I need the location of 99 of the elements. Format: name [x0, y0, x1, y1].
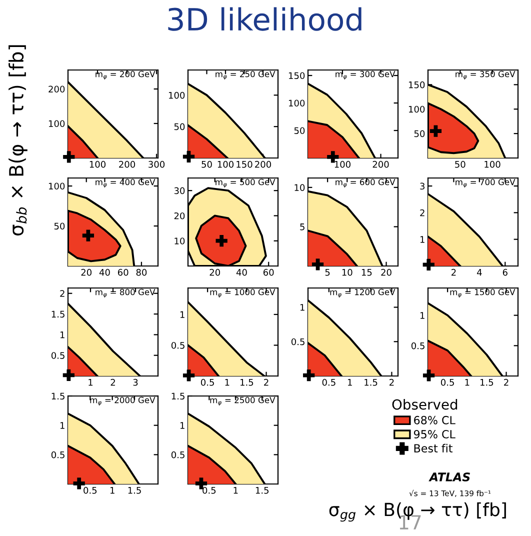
x-tick-label: 40	[236, 268, 247, 276]
legend-label: Best fit	[414, 444, 452, 453]
x-tick-label: 100	[484, 160, 500, 168]
x-tick-label: 1	[465, 379, 470, 386]
y-tick-label: 10	[294, 184, 305, 191]
x-tick-label: 1.5	[364, 379, 378, 386]
y-tick-label: 10	[174, 238, 185, 244]
y-tick-label: 0.5	[411, 342, 424, 350]
y-tick-label: 200	[48, 86, 65, 93]
x-tick-label: 4	[477, 269, 482, 276]
x-tick-label: 15	[362, 269, 372, 276]
legend-label: 95% CL	[414, 430, 456, 438]
y-tick-label: 1	[60, 332, 64, 338]
x-tick-label: 1.5	[240, 379, 254, 386]
x-tick-label: 80	[136, 268, 147, 276]
x-tick-label: 200	[255, 160, 272, 168]
chart-title: m$_{φ}$ = 350 GeV	[456, 70, 516, 80]
y-tick-label: 0.5	[51, 352, 64, 359]
y-tick-label: 100	[48, 120, 65, 128]
x-tick-label: 50	[202, 160, 212, 168]
x-tick-label: 20	[381, 268, 392, 276]
x-tick-label: 1	[88, 379, 93, 386]
y-tick-label: 50	[294, 127, 305, 134]
y-tick-label: 2	[420, 209, 424, 216]
x-tick-label: 3	[133, 378, 138, 386]
y-tick-label: 5	[300, 224, 304, 230]
x-tick-label: 1.5	[480, 379, 494, 386]
y-tick-label: 150	[288, 72, 305, 80]
y-tick-label: 1.5	[52, 392, 64, 400]
x-tick-label: 0.5	[84, 486, 97, 494]
x-tick-label: 200	[372, 160, 389, 168]
y-axis-title: σ$_{bb}$ × B(φ → ττ) [fb]	[8, 45, 28, 236]
x-tick-label: 100	[90, 160, 106, 168]
x-tick-label: 50	[455, 160, 466, 168]
y-tick-label: 1.5	[172, 392, 184, 400]
x-tick-label: 20	[81, 268, 92, 276]
chart-title: m$_{φ}$ = 200 GeV	[96, 70, 156, 80]
x-tick-label: 60	[118, 268, 128, 276]
y-tick-label: 50	[54, 222, 65, 230]
y-tick-label: 50	[414, 130, 425, 138]
chart-title: m$_{φ}$ = 2000 GeV	[90, 396, 156, 406]
x-tick-label: 60	[263, 268, 274, 276]
legend-title: Observed	[392, 398, 458, 410]
y-tick-label: 30	[174, 187, 185, 194]
x-tick-label: 1	[110, 487, 114, 494]
x-tick-label: 2	[452, 268, 456, 276]
x-tick-label: 100	[218, 160, 234, 168]
x-tick-label: 0.5	[440, 378, 454, 386]
x-tick-label: 1.5	[256, 487, 269, 494]
x-tick-label: 10	[342, 268, 352, 276]
y-tick-label: 100	[168, 92, 185, 99]
x-tick-label: 2	[264, 378, 268, 386]
y-tick-label: 100	[408, 106, 425, 113]
chart-title: m$_{φ}$ = 700 GeV	[456, 178, 516, 188]
x-tick-label: 40	[99, 268, 110, 276]
y-tick-label: 20	[174, 212, 185, 220]
y-tick-label: 1	[420, 236, 424, 243]
chart-title: m$_{φ}$ = 250 GeV	[216, 70, 276, 80]
y-tick-label: 0.5	[291, 338, 304, 346]
y-tick-label: 100	[48, 182, 65, 190]
y-tick-label: 1.5	[52, 310, 64, 318]
chart-title: m$_{φ}$ = 2500 GeV	[210, 396, 276, 406]
y-tick-label: 50	[174, 123, 185, 130]
x-tick-label: 2	[504, 378, 508, 386]
x-tick-label: 1	[225, 379, 230, 386]
x-tick-label: 2	[110, 378, 115, 386]
x-tick-label: 0.5	[200, 378, 214, 386]
x-tick-label: 1	[234, 487, 238, 494]
x-tick-label: 100	[334, 160, 350, 168]
y-tick-label: 100	[288, 100, 305, 107]
y-tick-label: 0.5	[171, 342, 184, 349]
x-tick-label: 6	[502, 268, 508, 276]
chart-title: m$_{φ}$ = 400 GeV	[96, 178, 156, 188]
x-tick-label: 20	[210, 268, 220, 276]
y-tick-label: 0.5	[51, 451, 64, 458]
chart-title: m$_{φ}$ = 600 GeV	[336, 178, 396, 188]
x-tick-label: 200	[119, 160, 136, 168]
chart-title: m$_{φ}$ = 300 GeV	[336, 70, 396, 80]
chart-title: m$_{φ}$ = 500 GeV	[216, 178, 276, 188]
x-tick-label: 2	[390, 378, 394, 386]
y-tick-label: 1	[180, 422, 184, 429]
y-tick-label: 3	[420, 182, 424, 190]
x-tick-label: 0.5	[202, 486, 216, 494]
y-tick-label: 1	[300, 304, 304, 311]
y-tick-label: 1	[420, 312, 424, 319]
y-tick-label: 0.5	[171, 451, 184, 458]
x-tick-label: 1.5	[128, 487, 141, 494]
x-tick-label: 150	[236, 160, 252, 168]
text: 3D likelihood	[168, 7, 362, 31]
x-tick-label: 1	[348, 379, 352, 386]
y-tick-label: 1	[60, 422, 64, 429]
y-tick-label: 2	[60, 290, 64, 297]
x-tick-label: 300	[148, 160, 165, 168]
x-tick-label: 5	[325, 269, 330, 276]
y-tick-label: 1	[180, 311, 184, 318]
text: ATLAS	[428, 472, 470, 482]
x-tick-label: 0.5	[322, 378, 336, 386]
y-tick-label: 150	[408, 81, 425, 88]
legend-label: 68% CL	[414, 416, 456, 424]
